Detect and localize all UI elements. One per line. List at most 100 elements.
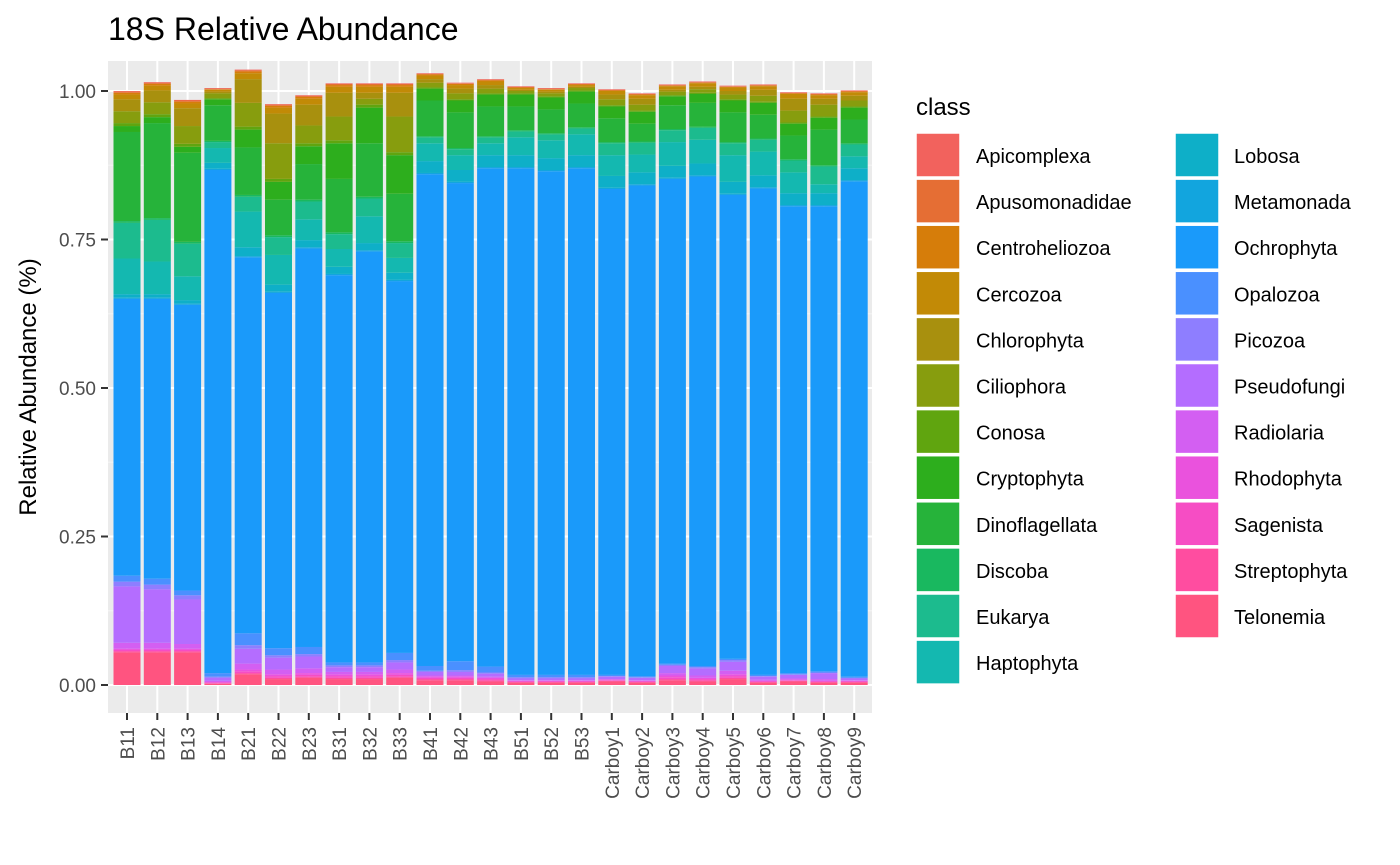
bar-segment <box>537 171 565 675</box>
bar-segment <box>840 119 868 144</box>
bar-segment <box>689 81 717 83</box>
bar-stack-Carboy9 <box>840 90 868 685</box>
bar-segment <box>477 143 505 156</box>
bar-segment <box>658 95 686 97</box>
bar-segment <box>325 671 353 675</box>
legend-item-centroheliozoa: Centroheliozoa <box>915 224 1111 270</box>
bar-segment <box>355 251 383 663</box>
legend-key <box>915 454 961 501</box>
bar-segment <box>658 165 686 178</box>
bar-segment <box>749 85 777 86</box>
bar-stack-B51 <box>507 86 535 685</box>
bar-segment <box>537 680 565 682</box>
bar-segment <box>143 298 171 579</box>
bar-segment <box>386 83 414 86</box>
bar-segment <box>477 666 505 673</box>
bar-segment <box>840 144 868 157</box>
bar-segment <box>719 112 747 143</box>
bar-segment <box>749 138 777 140</box>
bar-segment <box>355 674 383 677</box>
bar-segment <box>568 83 595 84</box>
bar-segment <box>477 94 505 107</box>
bar-segment <box>780 93 808 94</box>
bar-segment <box>689 175 717 177</box>
bar-segment <box>416 88 444 101</box>
bar-segment <box>355 83 383 84</box>
bar-segment <box>598 99 626 106</box>
bar-segment <box>446 155 474 171</box>
bar-segment <box>174 300 202 304</box>
bar-segment <box>416 671 444 676</box>
bar-segment <box>628 184 656 186</box>
bar-segment <box>537 89 565 92</box>
bar-segment <box>840 156 868 169</box>
bar-segment <box>113 575 141 582</box>
bar-segment <box>598 106 626 119</box>
bar-segment <box>810 682 838 685</box>
bar-stack-B14 <box>204 88 232 685</box>
bar-segment <box>477 168 505 667</box>
bar-segment <box>265 235 292 238</box>
bar-segment <box>204 673 232 677</box>
bar-segment <box>568 680 595 682</box>
bar-segment <box>568 85 595 87</box>
bar-segment <box>265 143 292 179</box>
bar-segment <box>386 116 414 153</box>
bar-segment <box>416 74 444 76</box>
legend-item-discoba: Discoba <box>915 547 1049 593</box>
bar-stack-B13 <box>174 99 202 685</box>
bar-segment <box>507 137 535 156</box>
bar-segment <box>143 589 171 643</box>
bar-stack-Carboy7 <box>780 92 808 685</box>
bar-segment <box>174 652 202 685</box>
bar-segment <box>749 682 777 683</box>
bar-segment <box>325 143 353 179</box>
bar-segment <box>113 222 141 259</box>
bar-segment <box>507 87 535 89</box>
bar-segment <box>295 646 323 655</box>
bar-segment <box>749 175 777 188</box>
bar-segment <box>507 677 535 679</box>
legend-label: Lobosa <box>1234 146 1300 168</box>
bar-segment <box>568 680 595 681</box>
bar-segment <box>780 679 808 681</box>
bar-segment <box>628 123 656 142</box>
bar-segment <box>689 82 717 84</box>
legend-key <box>1174 501 1220 547</box>
bar-segment <box>355 85 383 87</box>
legend-item-sagenista: Sagenista <box>1174 501 1324 547</box>
bar-segment <box>598 681 626 685</box>
bar-segment <box>174 303 202 305</box>
bar-segment <box>204 682 232 684</box>
bar-segment <box>568 682 595 685</box>
bar-segment <box>174 243 202 277</box>
bar-segment <box>386 155 414 194</box>
bar-segment <box>446 676 474 678</box>
bar-segment <box>598 89 626 91</box>
legend-key <box>915 639 961 685</box>
bar-segment <box>477 155 505 168</box>
legend-item-dinoflagellata: Dinoflagellata <box>915 501 1098 547</box>
legend-label: Discoba <box>976 561 1049 583</box>
bar-segment <box>295 98 323 105</box>
bar-segment <box>355 662 383 666</box>
bar-segment <box>780 98 808 111</box>
bar-segment <box>113 586 141 643</box>
bar-segment <box>689 126 717 128</box>
bar-segment <box>416 73 444 75</box>
bar-segment <box>749 102 777 115</box>
bar-segment <box>689 176 717 666</box>
bar-segment <box>689 681 717 685</box>
bar-segment <box>689 677 717 680</box>
bar-segment <box>689 86 717 90</box>
bar-segment <box>628 680 656 682</box>
bar-segment <box>355 679 383 685</box>
bar-segment <box>507 682 535 685</box>
bar-segment <box>325 249 353 267</box>
bar-segment <box>537 96 565 98</box>
bar-segment <box>143 651 171 653</box>
bar-segment <box>658 96 686 106</box>
bar-segment <box>325 275 353 663</box>
bar-segment <box>477 676 505 678</box>
bar-segment <box>537 158 565 171</box>
